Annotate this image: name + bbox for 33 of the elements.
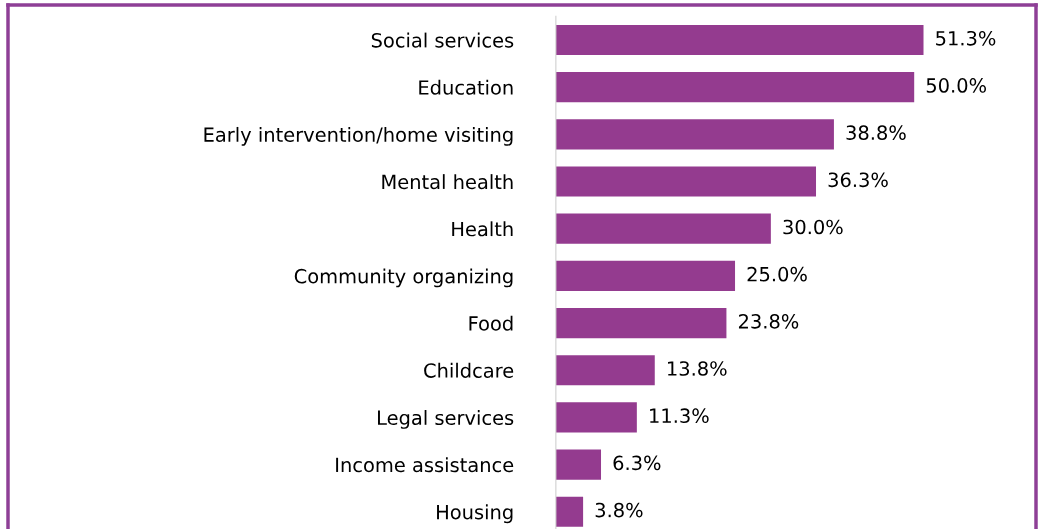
- y-tick-label: Income assistance: [336, 457, 514, 473]
- data-label: 30.0%: [783, 219, 843, 235]
- bar: [555, 213, 771, 244]
- data-label: 11.3%: [650, 408, 709, 424]
- y-tick-label: Food: [469, 315, 513, 331]
- bar: [555, 355, 655, 386]
- bar: [555, 72, 915, 103]
- y-tick-label: Education: [419, 79, 513, 95]
- data-label: 51.3%: [936, 30, 996, 46]
- data-label: 23.8%: [738, 313, 799, 329]
- y-tick-label: Legal services: [378, 410, 514, 429]
- bar: [555, 449, 602, 480]
- data-label: 3.8%: [595, 502, 643, 518]
- data-label: 36.3%: [828, 172, 888, 188]
- y-tick-label: Early intervention/home visiting: [204, 126, 513, 146]
- data-label: 50.0%: [926, 78, 986, 93]
- data-label: 6.3%: [613, 455, 661, 471]
- bar: [555, 402, 637, 433]
- y-tick-label: Health: [452, 221, 513, 237]
- bar: [555, 260, 736, 291]
- bar: [555, 119, 834, 150]
- bar: [555, 307, 727, 339]
- y-tick-label: Mental health: [382, 174, 513, 190]
- y-tick-label: Housing: [437, 504, 513, 524]
- bar: [555, 496, 584, 527]
- y-tick-label: Community organizing: [294, 268, 513, 288]
- data-label: 25.0%: [747, 266, 807, 282]
- y-tick-label: Childcare: [424, 362, 514, 378]
- bar: [555, 24, 924, 56]
- y-tick-label: Social services: [371, 32, 514, 48]
- data-label: 13.8%: [668, 361, 727, 376]
- bar: [555, 166, 817, 197]
- data-label: 38.8%: [846, 125, 906, 140]
